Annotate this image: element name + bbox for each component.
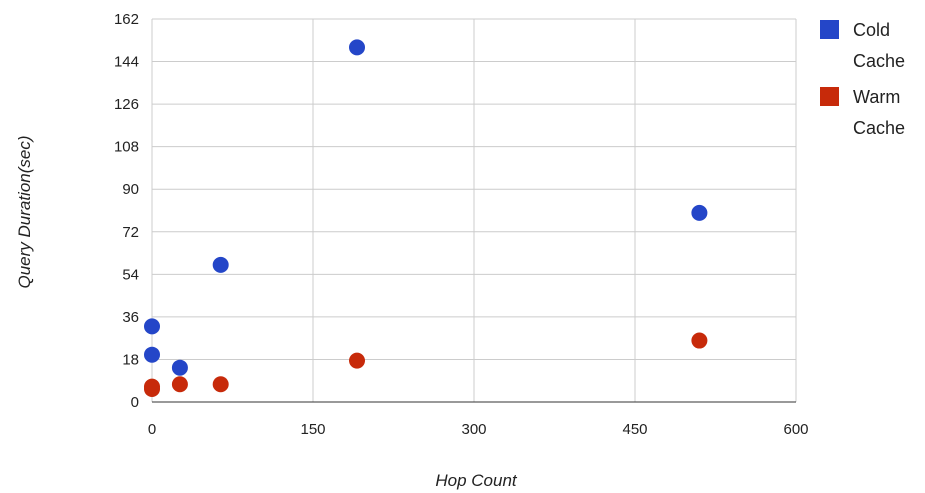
warm-cache-point (144, 378, 160, 395)
y-tick-label: 144 (114, 54, 139, 71)
warm-cache-legend-swatch (820, 87, 839, 106)
y-tick-label: 54 (122, 266, 139, 283)
x-tick-label: 450 (622, 421, 647, 438)
cold-cache-legend-swatch (820, 20, 839, 39)
legend: Cold Cache Warm Cache (820, 20, 905, 138)
y-axis-ticks: 0 18 36 54 72 90 108 126 144 162 (114, 11, 139, 411)
y-tick-label: 72 (122, 224, 139, 241)
y-tick-label: 126 (114, 96, 139, 113)
x-tick-label: 600 (783, 421, 808, 438)
x-tick-label: 0 (148, 421, 156, 438)
x-axis-ticks: 0 150 300 450 600 (148, 421, 809, 438)
y-tick-label: 90 (122, 181, 139, 198)
y-axis-title: Query Duration(sec) (15, 135, 34, 288)
cold-cache-point (691, 204, 708, 221)
cold-cache-point (144, 346, 160, 363)
y-tick-label: 108 (114, 139, 139, 156)
data-points (144, 39, 708, 397)
grid-lines (151, 18, 797, 403)
warm-cache-point (212, 376, 229, 393)
cold-cache-point (171, 359, 188, 376)
warm-cache-legend-label: Warm (853, 87, 900, 107)
x-tick-label: 150 (300, 421, 325, 438)
cold-cache-legend-label: Cache (853, 51, 905, 71)
y-tick-label: 18 (122, 351, 139, 368)
warm-cache-legend-label: Cache (853, 118, 905, 138)
x-axis-title: Hop Count (435, 471, 518, 490)
y-tick-label: 162 (114, 11, 139, 28)
warm-cache-point (691, 332, 708, 349)
cold-cache-point (144, 318, 160, 335)
warm-cache-point (349, 352, 366, 369)
warm-cache-point (171, 376, 188, 393)
y-tick-label: 36 (122, 309, 139, 326)
cold-cache-point (349, 39, 366, 56)
cold-cache-point (212, 256, 229, 273)
cold-cache-legend-label: Cold (853, 20, 890, 40)
y-tick-label: 0 (131, 394, 139, 411)
x-tick-label: 300 (461, 421, 486, 438)
